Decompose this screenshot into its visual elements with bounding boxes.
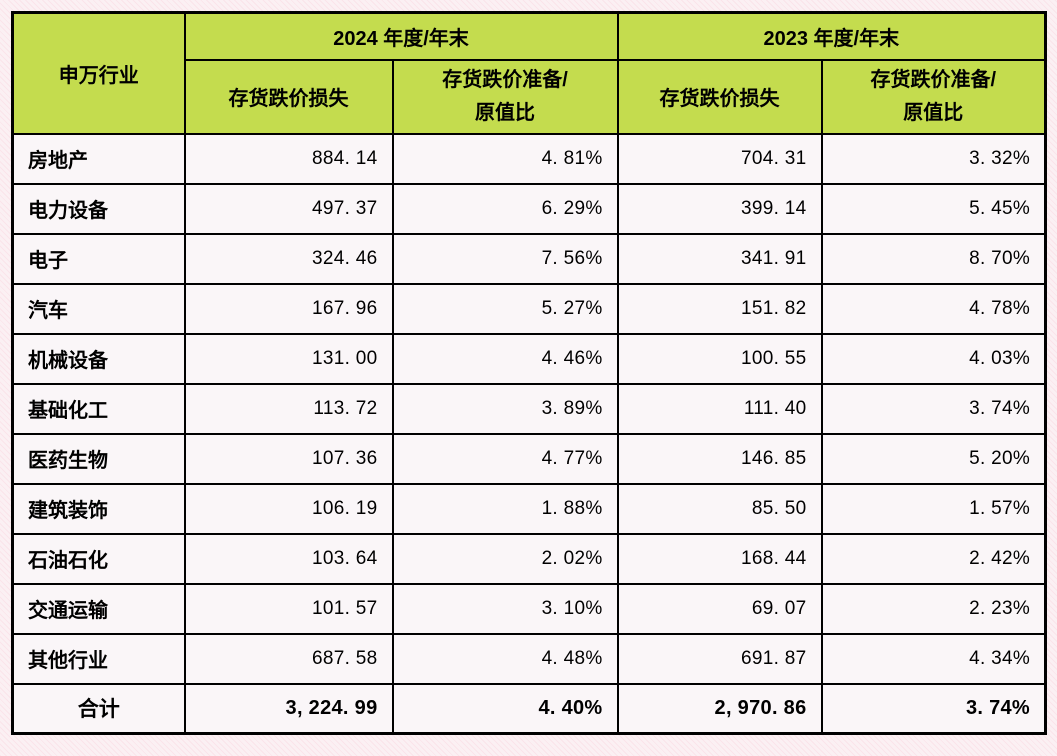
ratio-2024-cell: 3. 10% (391, 582, 619, 635)
loss-2023-cell: 146. 85 (616, 432, 823, 485)
header-group-2024: 2024 年度/年末 (183, 11, 619, 61)
loss-2024-cell: 107. 36 (183, 432, 394, 485)
header-ratio-2023-line1: 存货跌价准备/ (870, 68, 997, 91)
loss-2023-cell: 341. 91 (616, 232, 823, 285)
loss-2024-cell: 884. 14 (183, 132, 394, 185)
total-ratio-2024-cell: 4. 40% (391, 682, 619, 735)
loss-2023-cell: 100. 55 (616, 332, 823, 385)
industry-cell: 电力设备 (11, 182, 186, 235)
ratio-2024-cell: 5. 27% (391, 282, 619, 335)
table-row: 医药生物 107. 36 4. 77% 146. 85 5. 20% (11, 432, 1047, 485)
ratio-2024-cell: 7. 56% (391, 232, 619, 285)
header-ratio-2024-line2: 原值比 (475, 101, 535, 124)
loss-2024-cell: 103. 64 (183, 532, 394, 585)
table-row: 电力设备 497. 37 6. 29% 399. 14 5. 45% (11, 182, 1047, 235)
table-row: 汽车 167. 96 5. 27% 151. 82 4. 78% (11, 282, 1047, 335)
ratio-2023-cell: 5. 45% (820, 182, 1047, 235)
loss-2023-cell: 691. 87 (616, 632, 823, 685)
industry-cell: 基础化工 (11, 382, 186, 435)
loss-2023-cell: 704. 31 (616, 132, 823, 185)
ratio-2023-cell: 4. 78% (820, 282, 1047, 335)
total-ratio-2023-cell: 3. 74% (820, 682, 1047, 735)
header-ratio-2024: 存货跌价准备/ 原值比 (391, 58, 619, 135)
table-row: 其他行业 687. 58 4. 48% 691. 87 4. 34% (11, 632, 1047, 685)
ratio-2024-cell: 4. 48% (391, 632, 619, 685)
ratio-2023-cell: 3. 74% (820, 382, 1047, 435)
ratio-2024-cell: 6. 29% (391, 182, 619, 235)
total-label: 合计 (11, 682, 186, 735)
industry-cell: 建筑装饰 (11, 482, 186, 535)
loss-2024-cell: 113. 72 (183, 382, 394, 435)
ratio-2023-cell: 1. 57% (820, 482, 1047, 535)
table-row: 机械设备 131. 00 4. 46% 100. 55 4. 03% (11, 332, 1047, 385)
header-loss-2023: 存货跌价损失 (616, 58, 823, 135)
inventory-impairment-by-industry-table: 申万行业 2024 年度/年末 2023 年度/年末 存货跌价损失 存货跌价准备… (11, 11, 1048, 735)
loss-2024-cell: 497. 37 (183, 182, 394, 235)
table-row: 建筑装饰 106. 19 1. 88% 85. 50 1. 57% (11, 482, 1047, 535)
table-body: 房地产 884. 14 4. 81% 704. 31 3. 32% 电力设备 4… (11, 132, 1047, 735)
ratio-2024-cell: 4. 46% (391, 332, 619, 385)
loss-2024-cell: 106. 19 (183, 482, 394, 535)
ratio-2023-cell: 2. 42% (820, 532, 1047, 585)
ratio-2023-cell: 4. 03% (820, 332, 1047, 385)
table-header: 申万行业 2024 年度/年末 2023 年度/年末 存货跌价损失 存货跌价准备… (11, 11, 1047, 135)
ratio-2023-cell: 4. 34% (820, 632, 1047, 685)
loss-2024-cell: 687. 58 (183, 632, 394, 685)
loss-2023-cell: 69. 07 (616, 582, 823, 635)
ratio-2023-cell: 8. 70% (820, 232, 1047, 285)
table-row: 石油石化 103. 64 2. 02% 168. 44 2. 42% (11, 532, 1047, 585)
loss-2023-cell: 111. 40 (616, 382, 823, 435)
loss-2024-cell: 131. 00 (183, 332, 394, 385)
ratio-2024-cell: 2. 02% (391, 532, 619, 585)
industry-cell: 房地产 (11, 132, 186, 185)
header-ratio-2023: 存货跌价准备/ 原值比 (820, 58, 1047, 135)
total-row: 合计 3, 224. 99 4. 40% 2, 970. 86 3. 74% (11, 682, 1047, 735)
header-loss-2024: 存货跌价损失 (183, 58, 394, 135)
loss-2023-cell: 399. 14 (616, 182, 823, 235)
ratio-2023-cell: 3. 32% (820, 132, 1047, 185)
industry-cell: 机械设备 (11, 332, 186, 385)
header-ratio-2023-line2: 原值比 (903, 101, 964, 124)
loss-2023-cell: 168. 44 (616, 532, 823, 585)
ratio-2024-cell: 1. 88% (391, 482, 619, 535)
ratio-2023-cell: 2. 23% (820, 582, 1047, 635)
loss-2024-cell: 324. 46 (183, 232, 394, 285)
industry-cell: 石油石化 (11, 532, 186, 585)
loss-2024-cell: 167. 96 (183, 282, 394, 335)
table-row: 电子 324. 46 7. 56% 341. 91 8. 70% (11, 232, 1047, 285)
header-group-2023: 2023 年度/年末 (616, 11, 1047, 61)
ratio-2024-cell: 4. 81% (391, 132, 619, 185)
table-row: 交通运输 101. 57 3. 10% 69. 07 2. 23% (11, 582, 1047, 635)
header-ratio-2024-line1: 存货跌价准备/ (442, 68, 568, 91)
industry-cell: 医药生物 (11, 432, 186, 485)
total-loss-2024-cell: 3, 224. 99 (183, 682, 394, 735)
table-row: 房地产 884. 14 4. 81% 704. 31 3. 32% (11, 132, 1047, 185)
loss-2024-cell: 101. 57 (183, 582, 394, 635)
loss-2023-cell: 85. 50 (616, 482, 823, 535)
industry-cell: 电子 (11, 232, 186, 285)
industry-cell: 汽车 (11, 282, 186, 335)
industry-cell: 其他行业 (11, 632, 186, 685)
table-row: 基础化工 113. 72 3. 89% 111. 40 3. 74% (11, 382, 1047, 435)
ratio-2023-cell: 5. 20% (820, 432, 1047, 485)
loss-2023-cell: 151. 82 (616, 282, 823, 335)
header-industry-column: 申万行业 (11, 11, 186, 135)
total-loss-2023-cell: 2, 970. 86 (616, 682, 823, 735)
industry-cell: 交通运输 (11, 582, 186, 635)
ratio-2024-cell: 3. 89% (391, 382, 619, 435)
ratio-2024-cell: 4. 77% (391, 432, 619, 485)
